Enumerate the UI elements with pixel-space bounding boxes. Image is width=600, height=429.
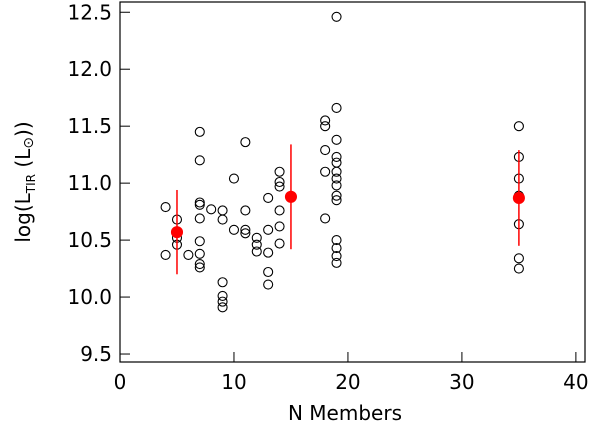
x-tick-label: 30 xyxy=(449,370,474,394)
data-point xyxy=(228,224,240,235)
data-point xyxy=(513,253,524,264)
data-point xyxy=(263,224,274,235)
data-point xyxy=(331,173,342,184)
data-point xyxy=(240,137,251,148)
data-point xyxy=(251,232,262,243)
data-point xyxy=(263,247,274,258)
y-axis-label: log(LTIR (L⊙)) xyxy=(11,121,38,242)
y-tick-label: 10.5 xyxy=(67,228,112,252)
data-point xyxy=(217,214,228,225)
y-label-sub: TIR xyxy=(24,174,38,194)
data-point xyxy=(217,302,228,313)
data-point xyxy=(320,115,331,126)
data-point xyxy=(331,11,342,22)
data-point xyxy=(263,266,274,278)
data-point xyxy=(274,238,285,249)
data-point xyxy=(331,134,342,145)
data-point xyxy=(194,155,205,166)
data-point xyxy=(217,296,228,307)
data-point xyxy=(251,239,262,250)
data-point xyxy=(160,249,171,260)
y-tick-label: 11.0 xyxy=(67,171,112,195)
data-point xyxy=(263,279,274,290)
x-axis-label: N Members xyxy=(288,401,402,425)
data-point xyxy=(217,205,228,216)
data-point xyxy=(320,213,331,224)
data-point xyxy=(183,249,194,260)
data-point xyxy=(513,121,524,132)
data-point xyxy=(194,258,205,270)
data-point xyxy=(331,243,342,254)
data-point xyxy=(274,166,285,177)
data-point xyxy=(240,228,251,239)
data-point xyxy=(331,195,342,206)
y-label-part: )) xyxy=(11,121,35,137)
data-point xyxy=(331,251,342,262)
data-point xyxy=(331,157,342,168)
x-tick-label: 40 xyxy=(563,370,588,394)
y-tick-label: 12.0 xyxy=(67,57,112,81)
data-point xyxy=(331,257,342,268)
data-point xyxy=(274,176,285,188)
y-tick-label: 9.5 xyxy=(80,342,112,366)
mean-point xyxy=(170,226,184,239)
mean-point xyxy=(284,190,298,203)
data-point xyxy=(194,236,205,247)
data-point xyxy=(194,199,205,210)
data-point xyxy=(160,202,171,213)
data-point xyxy=(194,126,205,137)
y-label-part: (L xyxy=(11,148,35,174)
data-point xyxy=(217,290,228,301)
data-point xyxy=(331,235,342,246)
x-tick-label: 20 xyxy=(335,370,360,394)
data-point xyxy=(274,205,285,216)
plot-frame xyxy=(119,1,586,363)
data-point xyxy=(331,166,342,177)
data-point xyxy=(217,277,228,288)
y-label-sub: ⊙ xyxy=(21,137,37,149)
y-tick-label: 10.0 xyxy=(67,285,112,309)
data-point xyxy=(194,213,205,224)
mean-point xyxy=(512,191,525,204)
x-tick-label: 10 xyxy=(221,370,246,394)
x-tick-label: 0 xyxy=(114,370,127,394)
y-tick-label: 12.5 xyxy=(67,0,112,24)
data-point xyxy=(331,190,342,201)
data-point xyxy=(331,180,342,191)
data-point xyxy=(320,145,331,156)
data-point xyxy=(320,121,331,132)
data-point xyxy=(274,181,285,192)
data-point xyxy=(263,192,274,203)
data-point xyxy=(240,224,251,235)
data-point xyxy=(274,221,285,232)
y-tick-label: 11.5 xyxy=(67,114,112,138)
data-point xyxy=(194,262,205,273)
data-point xyxy=(194,197,205,208)
data-point xyxy=(240,205,251,216)
data-point xyxy=(331,102,342,113)
data-point xyxy=(228,173,240,184)
data-point xyxy=(331,151,342,162)
data-point xyxy=(194,248,205,259)
data-point xyxy=(251,246,262,257)
data-point xyxy=(513,263,524,274)
data-point xyxy=(206,204,217,215)
y-label-part: log(L xyxy=(11,192,35,242)
data-point xyxy=(320,166,331,177)
